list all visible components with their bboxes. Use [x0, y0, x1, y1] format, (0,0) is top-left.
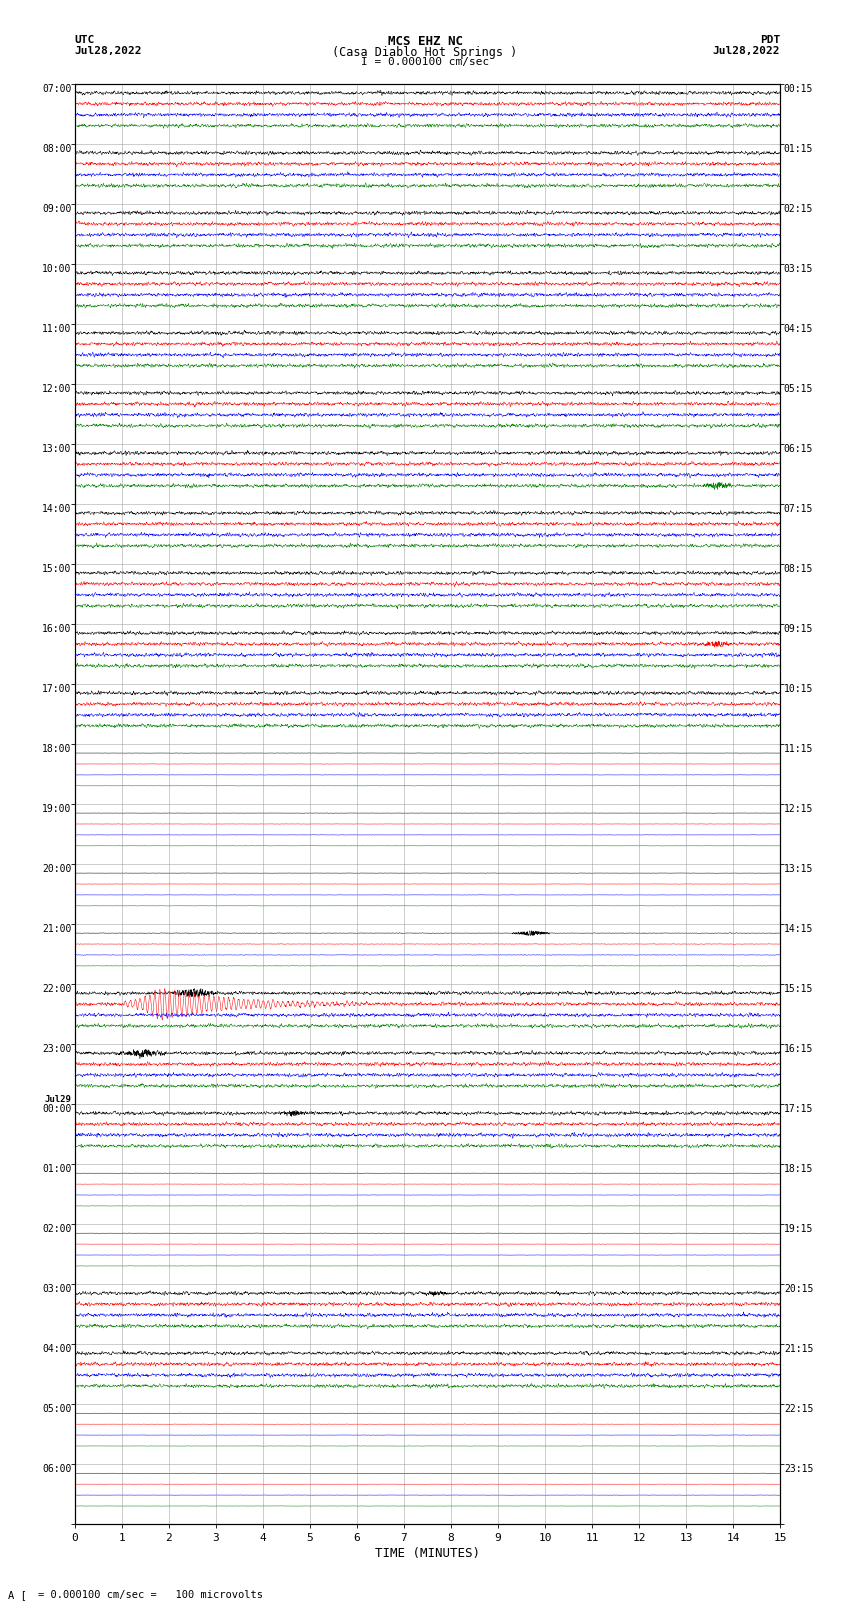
Text: 05:00: 05:00 — [42, 1405, 71, 1415]
Text: 21:15: 21:15 — [784, 1344, 813, 1355]
Text: 11:15: 11:15 — [784, 744, 813, 753]
Text: 10:15: 10:15 — [784, 684, 813, 694]
Text: 19:15: 19:15 — [784, 1224, 813, 1234]
Text: 13:00: 13:00 — [42, 444, 71, 453]
Text: UTC: UTC — [75, 35, 95, 45]
Text: 15:15: 15:15 — [784, 984, 813, 994]
Text: 17:00: 17:00 — [42, 684, 71, 694]
Text: 22:00: 22:00 — [42, 984, 71, 994]
Text: 05:15: 05:15 — [784, 384, 813, 394]
Text: 06:00: 06:00 — [42, 1465, 71, 1474]
Text: 14:00: 14:00 — [42, 503, 71, 515]
Text: MCS EHZ NC: MCS EHZ NC — [388, 35, 462, 48]
Text: 01:15: 01:15 — [784, 144, 813, 153]
Text: 02:00: 02:00 — [42, 1224, 71, 1234]
Text: 04:15: 04:15 — [784, 324, 813, 334]
Text: PDT: PDT — [760, 35, 780, 45]
Text: 15:00: 15:00 — [42, 565, 71, 574]
Text: 12:00: 12:00 — [42, 384, 71, 394]
Text: 02:15: 02:15 — [784, 203, 813, 215]
Text: 13:15: 13:15 — [784, 865, 813, 874]
Text: 18:00: 18:00 — [42, 744, 71, 753]
Text: 22:15: 22:15 — [784, 1405, 813, 1415]
Text: 18:15: 18:15 — [784, 1165, 813, 1174]
Text: 00:15: 00:15 — [784, 84, 813, 94]
Text: 08:00: 08:00 — [42, 144, 71, 153]
Text: 17:15: 17:15 — [784, 1105, 813, 1115]
Text: 04:00: 04:00 — [42, 1344, 71, 1355]
X-axis label: TIME (MINUTES): TIME (MINUTES) — [375, 1547, 480, 1560]
Text: 01:00: 01:00 — [42, 1165, 71, 1174]
Text: 10:00: 10:00 — [42, 265, 71, 274]
Text: I = 0.000100 cm/sec: I = 0.000100 cm/sec — [361, 58, 489, 68]
Text: 16:00: 16:00 — [42, 624, 71, 634]
Text: Jul29: Jul29 — [44, 1095, 71, 1105]
Text: 16:15: 16:15 — [784, 1044, 813, 1055]
Text: (Casa Diablo Hot Springs ): (Casa Diablo Hot Springs ) — [332, 45, 518, 60]
Text: 03:15: 03:15 — [784, 265, 813, 274]
Text: 14:15: 14:15 — [784, 924, 813, 934]
Text: 00:00: 00:00 — [42, 1105, 71, 1115]
Text: Jul28,2022: Jul28,2022 — [713, 45, 780, 56]
Text: = 0.000100 cm/sec =   100 microvolts: = 0.000100 cm/sec = 100 microvolts — [38, 1590, 264, 1600]
Text: Jul28,2022: Jul28,2022 — [75, 45, 142, 56]
Text: 23:15: 23:15 — [784, 1465, 813, 1474]
Text: 07:15: 07:15 — [784, 503, 813, 515]
Text: 09:00: 09:00 — [42, 203, 71, 215]
Text: 11:00: 11:00 — [42, 324, 71, 334]
Text: 19:00: 19:00 — [42, 803, 71, 815]
Text: 20:00: 20:00 — [42, 865, 71, 874]
Text: 21:00: 21:00 — [42, 924, 71, 934]
Text: 09:15: 09:15 — [784, 624, 813, 634]
Text: 23:00: 23:00 — [42, 1044, 71, 1055]
Text: 03:00: 03:00 — [42, 1284, 71, 1294]
Text: 07:00: 07:00 — [42, 84, 71, 94]
Text: 08:15: 08:15 — [784, 565, 813, 574]
Text: A [: A [ — [8, 1590, 27, 1600]
Text: 12:15: 12:15 — [784, 803, 813, 815]
Text: 20:15: 20:15 — [784, 1284, 813, 1294]
Text: 06:15: 06:15 — [784, 444, 813, 453]
